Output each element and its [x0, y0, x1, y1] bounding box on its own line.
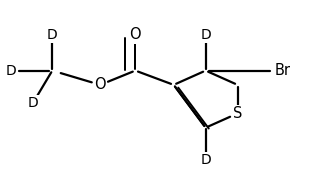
- Text: O: O: [130, 27, 141, 42]
- Text: D: D: [28, 96, 38, 110]
- Text: O: O: [94, 77, 106, 92]
- Text: S: S: [233, 106, 242, 121]
- Text: D: D: [6, 64, 16, 78]
- Text: D: D: [47, 28, 58, 42]
- Text: D: D: [200, 153, 211, 167]
- Text: D: D: [200, 28, 211, 42]
- Text: Br: Br: [274, 63, 290, 78]
